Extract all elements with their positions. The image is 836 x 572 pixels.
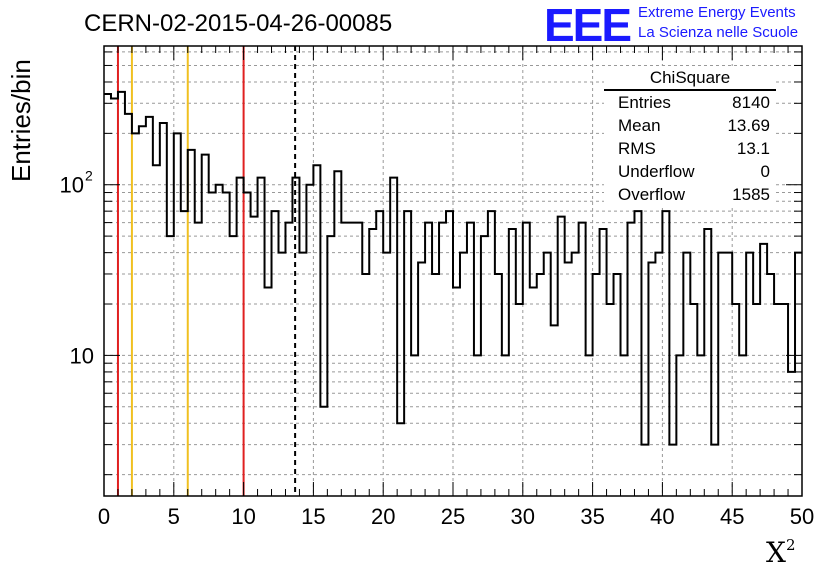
- stats-value: 0: [760, 162, 770, 181]
- stats-label: RMS: [618, 139, 656, 158]
- logo-line-2: La Scienza nelle Scuole: [638, 24, 799, 41]
- plot-title: CERN-02-2015-04-26-00085: [84, 10, 393, 37]
- x-tick-label: 45: [720, 504, 744, 529]
- logo-line-1: Extreme Energy Events: [638, 4, 796, 21]
- y-tick-label-exponent: 2: [85, 168, 93, 184]
- stats-label: Underflow: [618, 162, 695, 181]
- stats-value: 13.1: [736, 139, 770, 158]
- stats-label: Entries: [618, 93, 671, 112]
- x-tick-label: 30: [511, 504, 535, 529]
- stats-value: 1585: [732, 185, 770, 204]
- y-tick-label: 10: [60, 173, 84, 198]
- x-tick-label: 15: [301, 504, 325, 529]
- stats-value: 8140: [732, 93, 770, 112]
- stats-box: ChiSquare Entries 8140 Mean 13.69 RMS 13…: [604, 66, 776, 206]
- stats-label: Mean: [618, 116, 661, 135]
- x-tick-label: 5: [168, 504, 180, 529]
- x-tick-label: 10: [231, 504, 255, 529]
- y-axis-label: Entries/bin: [6, 59, 36, 182]
- x-tick-label: 35: [580, 504, 604, 529]
- x-tick-label: 50: [790, 504, 814, 529]
- stats-label: Overflow: [618, 185, 686, 204]
- eee-logo: EEE: [544, 0, 632, 51]
- histogram-series: [104, 90, 802, 446]
- x-axis-label: X2: [766, 536, 795, 569]
- stats-value: 13.69: [727, 116, 770, 135]
- stats-row-rms: RMS 13.1: [604, 137, 776, 160]
- stats-row-overflow: Overflow 1585: [604, 183, 776, 206]
- stats-row-mean: Mean 13.69: [604, 114, 776, 137]
- x-tick-label: 40: [650, 504, 674, 529]
- stats-row-entries: Entries 8140: [604, 91, 776, 114]
- stats-title: ChiSquare: [604, 66, 776, 91]
- x-axis-label-sup: 2: [785, 536, 796, 554]
- stats-row-underflow: Underflow 0: [604, 160, 776, 183]
- y-tick-label: 10: [70, 343, 94, 368]
- x-tick-label: 20: [371, 504, 395, 529]
- x-tick-label: 0: [98, 504, 110, 529]
- x-tick-label: 25: [441, 504, 465, 529]
- x-axis-label-base: X: [766, 536, 786, 569]
